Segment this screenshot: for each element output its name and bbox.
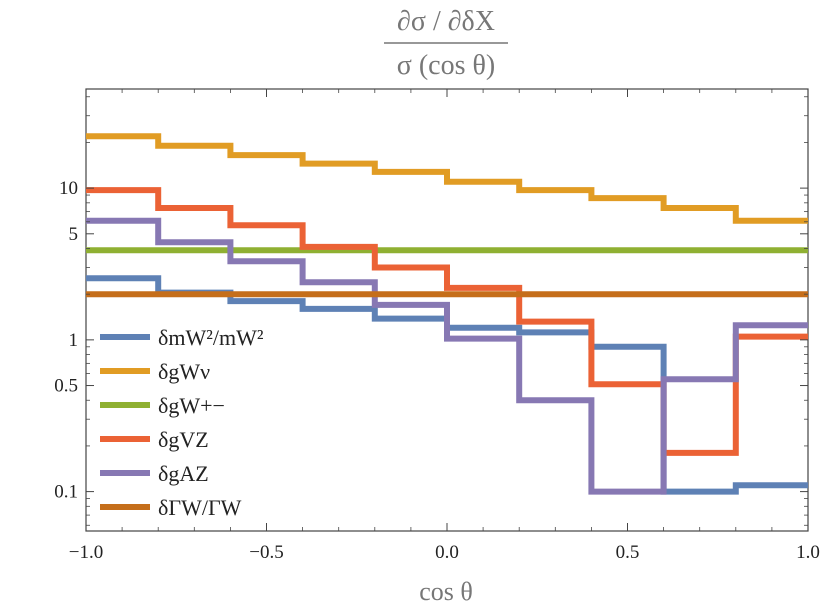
chart-title: ∂σ / ∂δX σ (cos θ) [384,6,508,81]
legend-label-4: δgVZ [158,427,209,452]
legend-label-6: δΓW/ΓW [158,495,242,520]
legend-label-1: δmW²/mW² [158,325,264,350]
ticks-layer: −1.0 −0.5 0.0 0.5 1.0 0.1 0.5 1 5 10 [54,89,820,563]
x-tick-label: 1.0 [796,542,820,563]
legend-label-2: δgWν [158,359,210,384]
x-tick-label: 0.0 [435,542,459,563]
y-tick-label: 1 [69,330,79,351]
series-layer [86,133,808,495]
y-tick-label: 5 [69,224,79,245]
title-denominator: σ (cos θ) [397,50,495,81]
legend-label-5: δgAZ [158,461,209,486]
series-line-2 [86,133,808,224]
y-tick-label: 0.5 [54,376,78,397]
x-tick-label: −1.0 [69,542,103,563]
x-tick-label: 0.5 [616,542,640,563]
series-line-5 [86,217,808,495]
x-tick-label: −0.5 [249,542,283,563]
legend: δmW²/mW² δgWν δgW+− δgVZ δgAZ δΓW/ΓW [100,325,264,520]
y-tick-label: 10 [59,178,78,199]
y-tick-label: 0.1 [54,482,78,503]
title-numerator: ∂σ / ∂δX [397,6,495,37]
legend-label-3: δgW+− [158,393,225,418]
x-axis-title: cos θ [419,577,473,606]
